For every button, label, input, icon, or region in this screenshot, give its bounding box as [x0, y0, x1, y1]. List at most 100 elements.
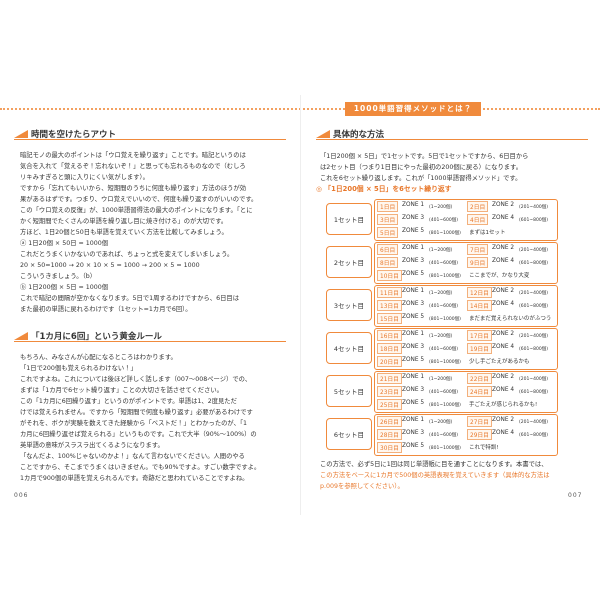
- set-box: [374, 285, 558, 327]
- section-heading: 具体的な方法: [333, 130, 385, 140]
- zone-range: (601~800個): [519, 389, 548, 395]
- day-label: 17日目: [467, 330, 492, 341]
- zone-label: ZONE 5: [402, 443, 425, 449]
- set-label: 5セット目: [326, 375, 372, 407]
- text-line: 「なんだよ、100%じゃないのかよ！」なんて言わないでください。人間のやる: [20, 453, 245, 460]
- zone-range: (401~600個): [429, 389, 458, 395]
- text-line: 方ほど、1日20個と50日も単語を覚えていく方法を比較してみましょう。: [20, 229, 228, 236]
- day-label: 30日目: [377, 442, 402, 453]
- text-line: これだとうまくいかないのであれば、ちょっと式を変えてしまいましょう。: [20, 251, 234, 258]
- text-line: 20 × 50=1000 → 20 × 10 × 5 = 1000 → 200 …: [20, 262, 200, 269]
- zone-range: (201~400個): [519, 204, 548, 210]
- zone-label: ZONE 4: [492, 258, 515, 264]
- text-line: は2セット目（つまり1日目にやった最初の200個に戻る）になります。: [320, 164, 523, 171]
- zone-label: ZONE 2: [492, 331, 515, 337]
- zone-range: (801~1000個): [429, 273, 461, 279]
- text-line: また最初の単語に戻れるわけです（1セット=1カ月で6回）。: [20, 306, 192, 313]
- zone-label: ZONE 4: [492, 215, 515, 221]
- zone-range: (1~200個): [429, 419, 453, 425]
- set-note: 少し手ごたえがあるかも: [469, 359, 530, 365]
- day-label: 2日目: [467, 201, 489, 212]
- text-line: カ月に6回繰り返せば覚えられる」というものです。これで大半（90%～100%）の: [20, 431, 257, 438]
- zone-label: ZONE 3: [402, 344, 425, 350]
- text-line: 暗記モノの最大のポイントは「ウロ覚えを繰り返す」ことです。暗記というのは: [20, 152, 246, 159]
- zone-range: (601~800個): [519, 346, 548, 352]
- set-label: 4セット目: [326, 332, 372, 364]
- day-label: 29日目: [467, 429, 492, 440]
- zone-label: ZONE 1: [402, 417, 425, 423]
- zone-label: ZONE 3: [402, 430, 425, 436]
- text-line: 「1日で200個も覚えられるわけない！」: [20, 365, 137, 372]
- zone-range: (201~400個): [519, 247, 548, 253]
- day-label: 5日目: [377, 227, 399, 238]
- day-label: 28日目: [377, 429, 402, 440]
- day-label: 13日目: [377, 300, 402, 311]
- zone-range: (601~800個): [519, 432, 548, 438]
- zone-range: (601~800個): [519, 260, 548, 266]
- text-line: p.009を参照してください）。: [320, 483, 404, 490]
- set-note: まずは1セット: [469, 230, 506, 236]
- zone-label: ZONE 5: [402, 357, 425, 363]
- section-heading: 時間を空けたらアウト: [31, 130, 117, 140]
- text-line: けでは覚えられません。ですから「短期間で何度も繰り返す」必要があるわけです: [20, 409, 253, 416]
- set-label: 1セット目: [326, 203, 372, 235]
- zone-label: ZONE 5: [402, 271, 425, 277]
- zone-label: ZONE 4: [492, 344, 515, 350]
- day-label: 10日目: [377, 270, 402, 281]
- gutter: [300, 95, 301, 515]
- zone-range: (1~200個): [429, 247, 453, 253]
- zone-label: ZONE 5: [402, 228, 425, 234]
- zone-label: ZONE 3: [402, 258, 425, 264]
- set-box: [374, 414, 558, 456]
- text-line: ことですから、そこまでうまくはいきません。でも90%ですよ。すごい数字ですよ。: [20, 464, 261, 471]
- zone-range: (601~800個): [519, 217, 548, 223]
- text-line: これですよね。これについては後ほど詳しく話します（007～008ページ）での、: [20, 376, 252, 383]
- method-title: ◎ 「1日200個 × 5日」を6セット繰り返す: [316, 185, 452, 193]
- text-line: この方法をベースに1カ月で500個の英語表現を覚えていきます（具体的な方法は: [320, 472, 550, 479]
- day-label: 16日目: [377, 330, 402, 341]
- set-note: ここまでが、かなり大変: [469, 273, 530, 279]
- page-number: 006: [14, 492, 29, 499]
- heading-icon: [14, 332, 28, 340]
- text-line: この「ウロ覚えの反復」が、1000単語習得法の最大のポイントになります。「とに: [20, 207, 253, 214]
- zone-range: (601~800個): [519, 303, 548, 309]
- day-label: 20日目: [377, 356, 402, 367]
- text-line: 1カ月で900個の単語を覚えられるんです。奇跡だと思われていることですよね。: [20, 475, 249, 482]
- zone-range: (401~600個): [429, 260, 458, 266]
- day-label: 18日目: [377, 343, 402, 354]
- zone-label: ZONE 4: [492, 301, 515, 307]
- set-label: 6セット目: [326, 418, 372, 450]
- day-label: 3日目: [377, 214, 399, 225]
- zone-label: ZONE 3: [402, 215, 425, 221]
- day-label: 19日目: [467, 343, 492, 354]
- heading-rule: [14, 139, 286, 140]
- day-label: 4日目: [467, 214, 489, 225]
- zone-range: (401~600個): [429, 346, 458, 352]
- zone-label: ZONE 1: [402, 374, 425, 380]
- set-note: これで特訓!: [469, 445, 499, 451]
- text-line: 果があるはずです。つまり、ウロ覚えでいいので、何度も繰り返すのがいいのです。: [20, 196, 258, 203]
- zone-label: ZONE 2: [492, 245, 515, 251]
- zone-label: ZONE 1: [402, 331, 425, 337]
- zone-label: ZONE 2: [492, 374, 515, 380]
- text-line: かく短期間でたくさんの単語を繰り返し目に焼き付ける」のが大切です。: [20, 218, 228, 225]
- day-label: 27日目: [467, 416, 492, 427]
- day-label: 11日目: [377, 287, 402, 298]
- zone-range: (401~600個): [429, 217, 458, 223]
- text-line: 「1日200個 × 5日」で1セットです。5日で1セットですから、6日目から: [320, 153, 529, 160]
- day-label: 22日目: [467, 373, 492, 384]
- zone-range: (1~200個): [429, 204, 453, 210]
- text-line: ですから「忘れてもいいから、短期間のうちに何度も繰り返す」方法のほうが効: [20, 185, 247, 192]
- day-label: 23日目: [377, 386, 402, 397]
- zone-range: (201~400個): [519, 376, 548, 382]
- day-label: 15日目: [377, 313, 402, 324]
- zone-range: (201~400個): [519, 290, 548, 296]
- zone-range: (801~1000個): [429, 230, 461, 236]
- text-line: 英単語の意味がスラスラ出てくるようになります。: [20, 442, 164, 449]
- day-label: 21日目: [377, 373, 402, 384]
- text-line: この「1カ月に6回繰り返す」というのがポイントです。単語は1、2度見ただ: [20, 398, 237, 405]
- section-heading: 「1カ月に6回」という黄金ルール: [31, 332, 162, 342]
- banner-title: 1000単語習得メソッドとは？: [345, 102, 481, 116]
- zone-label: ZONE 2: [492, 202, 515, 208]
